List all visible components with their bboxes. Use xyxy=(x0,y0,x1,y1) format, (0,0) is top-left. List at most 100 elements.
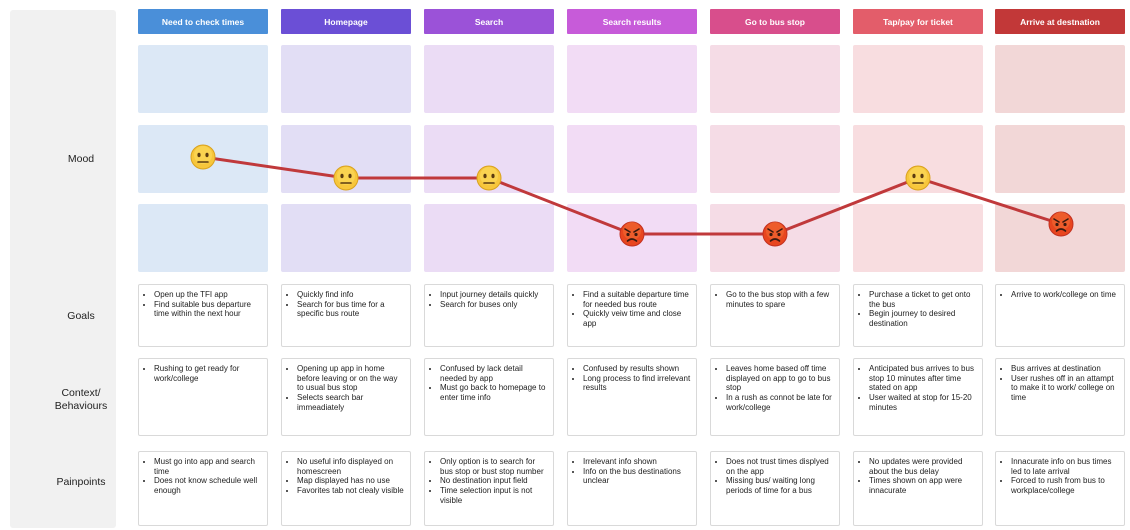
stage-header: Need to check times xyxy=(138,9,268,34)
mood-cell xyxy=(853,204,983,272)
list-item: Missing bus/ waiting long periods of tim… xyxy=(726,476,835,495)
list-item: Open up the TFI app xyxy=(154,290,263,300)
list-item: User rushes off in an attampt to make it… xyxy=(1011,374,1120,403)
list-item: Info on the bus destinations unclear xyxy=(583,467,692,486)
stage-header: Search results xyxy=(567,9,697,34)
list-item: Purchase a ticket to get onto the bus xyxy=(869,290,978,309)
list-item: Confused by results shown xyxy=(583,364,692,374)
painpoints-list: No updates were provided about the bus d… xyxy=(859,457,978,496)
mood-cell xyxy=(424,204,554,272)
row-label-painpoints: Painpoints xyxy=(56,476,106,488)
goals-list: Go to the bus stop with a few minutes to… xyxy=(716,290,835,309)
row-label-column xyxy=(10,10,116,528)
list-item: Begin journey to desired destination xyxy=(869,309,978,328)
mood-cell xyxy=(853,45,983,113)
list-item: Does not know schedule well enough xyxy=(154,476,263,495)
stage-header: Arrive at destnation xyxy=(995,9,1125,34)
context-card: Rushing to get ready for work/college xyxy=(138,358,268,436)
mood-cell xyxy=(995,45,1125,113)
painpoints-card: Innacurate info on bus times led to late… xyxy=(995,451,1125,526)
mood-cell xyxy=(424,45,554,113)
goals-list: Open up the TFI appFind suitable bus dep… xyxy=(144,290,263,319)
angry-face-icon xyxy=(762,221,788,247)
list-item: Forced to rush from bus to workplace/col… xyxy=(1011,476,1120,495)
goals-card: Find a suitable departure time for neede… xyxy=(567,284,697,347)
painpoints-card: No updates were provided about the bus d… xyxy=(853,451,983,526)
list-item: No updates were provided about the bus d… xyxy=(869,457,978,476)
mood-cell xyxy=(138,204,268,272)
list-item: Does not trust times displyed on the app xyxy=(726,457,835,476)
context-list: Bus arrives at destinationUser rushes of… xyxy=(1001,364,1120,403)
list-item: Quickly veiw time and close app xyxy=(583,309,692,328)
list-item: Only option is to search for bus stop or… xyxy=(440,457,549,476)
goals-card: Input journey details quicklySearch for … xyxy=(424,284,554,347)
painpoints-list: Only option is to search for bus stop or… xyxy=(430,457,549,506)
mood-cell xyxy=(710,45,840,113)
painpoints-list: Does not trust times displyed on the app… xyxy=(716,457,835,496)
list-item: Quickly find info xyxy=(297,290,406,300)
list-item: Must go into app and search time xyxy=(154,457,263,476)
goals-card: Arrive to work/college on time xyxy=(995,284,1125,347)
list-item: Find a suitable departure time for neede… xyxy=(583,290,692,309)
context-card: Opening up app in home before leaving or… xyxy=(281,358,411,436)
goals-list: Arrive to work/college on time xyxy=(1001,290,1120,300)
context-list: Anticipated bus arrives to bus stop 10 m… xyxy=(859,364,978,413)
list-item: Anticipated bus arrives to bus stop 10 m… xyxy=(869,364,978,393)
list-item: Times shown on app were innacurate xyxy=(869,476,978,495)
painpoints-card: Does not trust times displyed on the app… xyxy=(710,451,840,526)
mood-cell xyxy=(281,204,411,272)
list-item: Opening up app in home before leaving or… xyxy=(297,364,406,393)
context-list: Opening up app in home before leaving or… xyxy=(287,364,406,413)
mood-cell xyxy=(567,45,697,113)
list-item: Rushing to get ready for work/college xyxy=(154,364,263,383)
list-item: Leaves home based off time displayed on … xyxy=(726,364,835,393)
angry-face-icon xyxy=(619,221,645,247)
context-list: Confused by results shownLong process to… xyxy=(573,364,692,393)
list-item: Input journey details quickly xyxy=(440,290,549,300)
list-item: Selects search bar immeadiately xyxy=(297,393,406,412)
painpoints-list: Innacurate info on bus times led to late… xyxy=(1001,457,1120,496)
painpoints-list: Must go into app and search timeDoes not… xyxy=(144,457,263,496)
list-item: No destination input field xyxy=(440,476,549,486)
mood-cell xyxy=(138,45,268,113)
context-card: Anticipated bus arrives to bus stop 10 m… xyxy=(853,358,983,436)
list-item: No useful info displayed on homescreen xyxy=(297,457,406,476)
list-item: Find suitable bus departure time within … xyxy=(154,300,263,319)
row-label-context: Context/Behaviours xyxy=(54,387,108,412)
stage-header: Tap/pay for ticket xyxy=(853,9,983,34)
painpoints-card: Irrelevant info shownInfo on the bus des… xyxy=(567,451,697,526)
context-card: Leaves home based off time displayed on … xyxy=(710,358,840,436)
painpoints-list: Irrelevant info shownInfo on the bus des… xyxy=(573,457,692,486)
stage-header: Homepage xyxy=(281,9,411,34)
list-item: Time selection input is not visible xyxy=(440,486,549,505)
context-card: Confused by lack detail needed by appMus… xyxy=(424,358,554,436)
goals-card: Quickly find infoSearch for bus time for… xyxy=(281,284,411,347)
goals-card: Open up the TFI appFind suitable bus dep… xyxy=(138,284,268,347)
neutral-face-icon xyxy=(190,144,216,170)
list-item: Bus arrives at destination xyxy=(1011,364,1120,374)
painpoints-list: No useful info displayed on homescreenMa… xyxy=(287,457,406,496)
list-item: Innacurate info on bus times led to late… xyxy=(1011,457,1120,476)
list-item: Favorites tab not clealy visible xyxy=(297,486,406,496)
context-card: Confused by results shownLong process to… xyxy=(567,358,697,436)
angry-face-icon xyxy=(1048,211,1074,237)
goals-list: Find a suitable departure time for neede… xyxy=(573,290,692,329)
goals-card: Go to the bus stop with a few minutes to… xyxy=(710,284,840,347)
context-list: Leaves home based off time displayed on … xyxy=(716,364,835,413)
context-list: Confused by lack detail needed by appMus… xyxy=(430,364,549,403)
mood-cell xyxy=(995,125,1125,193)
goals-list: Quickly find infoSearch for bus time for… xyxy=(287,290,406,319)
list-item: Go to the bus stop with a few minutes to… xyxy=(726,290,835,309)
mood-cell xyxy=(710,125,840,193)
list-item: User waited at stop for 15-20 minutes xyxy=(869,393,978,412)
row-label-goals: Goals xyxy=(67,310,95,322)
goals-card: Purchase a ticket to get onto the busBeg… xyxy=(853,284,983,347)
list-item: Map displayed has no use xyxy=(297,476,406,486)
neutral-face-icon xyxy=(905,165,931,191)
list-item: Search for buses only xyxy=(440,300,549,310)
context-card: Bus arrives at destinationUser rushes of… xyxy=(995,358,1125,436)
list-item: Must go back to homepage to enter time i… xyxy=(440,383,549,402)
painpoints-card: Only option is to search for bus stop or… xyxy=(424,451,554,526)
neutral-face-icon xyxy=(333,165,359,191)
